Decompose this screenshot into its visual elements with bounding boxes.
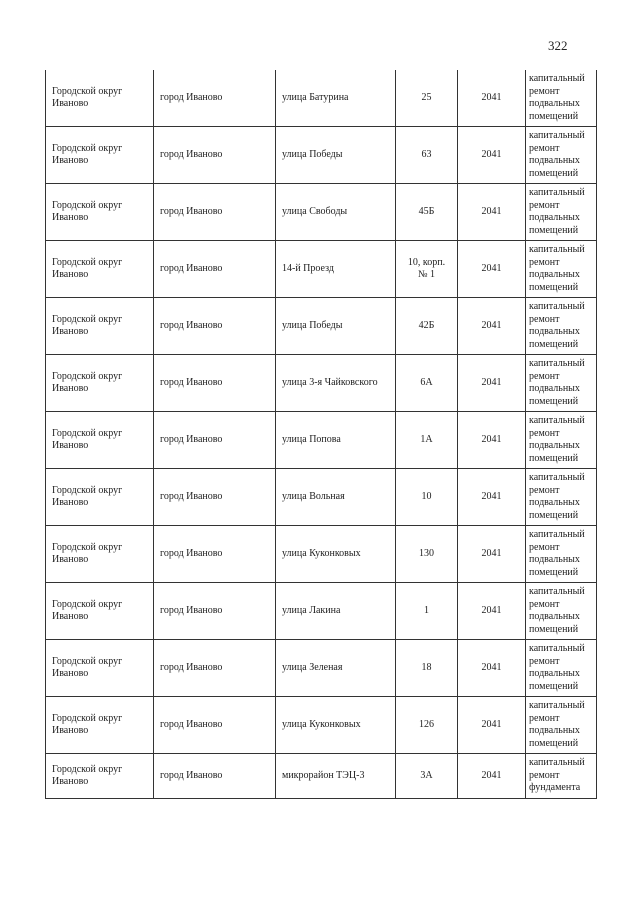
year-cell: 2041 bbox=[457, 525, 526, 583]
street-cell: 14-й Проезд bbox=[275, 240, 396, 298]
year-cell: 2041 bbox=[457, 582, 526, 640]
table-row: Городской округ Иваново город Иваново улиц… bbox=[45, 582, 597, 640]
city-cell: город Иваново bbox=[153, 240, 276, 298]
house-cell: 1 bbox=[395, 582, 458, 640]
city-cell: город Иваново bbox=[153, 183, 276, 241]
street-cell: улица Куконковых bbox=[275, 525, 396, 583]
house-cell: 42Б bbox=[395, 297, 458, 355]
house-cell: 130 bbox=[395, 525, 458, 583]
city-cell: город Иваново bbox=[153, 582, 276, 640]
work-cell: капитальный ремонт подвальных помещений bbox=[525, 468, 597, 526]
city-cell: город Иваново bbox=[153, 411, 276, 469]
work-cell: капитальный ремонт подвальных помещений bbox=[525, 183, 597, 241]
table-row: Городской округ Иваново город Иваново улиц… bbox=[45, 411, 597, 469]
street-cell: улица Победы bbox=[275, 126, 396, 184]
year-cell: 2041 bbox=[457, 354, 526, 412]
table-row: Городской округ Иваново город Иваново улиц… bbox=[45, 696, 597, 754]
year-cell: 2041 bbox=[457, 696, 526, 754]
street-cell: улица 3-я Чайковского bbox=[275, 354, 396, 412]
house-cell: 63 bbox=[395, 126, 458, 184]
work-cell: капитальный ремонт подвальных помещений bbox=[525, 411, 597, 469]
table-row: Городской округ Иваново город Иваново улиц… bbox=[45, 297, 597, 355]
street-cell: улица Лакина bbox=[275, 582, 396, 640]
district-cell: Городской округ Иваново bbox=[45, 468, 154, 526]
work-cell: капитальный ремонт подвальных помещений bbox=[525, 126, 597, 184]
table-row: Городской округ Иваново город Иваново микр… bbox=[45, 753, 597, 799]
district-cell: Городской округ Иваново bbox=[45, 639, 154, 697]
street-cell: улица Зеленая bbox=[275, 639, 396, 697]
work-cell: капитальный ремонт подвальных помещений bbox=[525, 582, 597, 640]
district-cell: Городской округ Иваново bbox=[45, 297, 154, 355]
work-cell: капитальный ремонт подвальных помещений bbox=[525, 70, 597, 127]
work-cell: капитальный ремонт подвальных помещений bbox=[525, 696, 597, 754]
work-cell: капитальный ремонт подвальных помещений bbox=[525, 297, 597, 355]
year-cell: 2041 bbox=[457, 639, 526, 697]
house-cell: 126 bbox=[395, 696, 458, 754]
table-row: Городской округ Иваново город Иваново улиц… bbox=[45, 525, 597, 583]
street-cell: улица Свободы bbox=[275, 183, 396, 241]
table-row: Городской округ Иваново город Иваново улиц… bbox=[45, 468, 597, 526]
table-row: Городской округ Иваново город Иваново улиц… bbox=[45, 354, 597, 412]
district-cell: Городской округ Иваново bbox=[45, 411, 154, 469]
district-cell: Городской округ Иваново bbox=[45, 183, 154, 241]
table-row: Городской округ Иваново город Иваново улиц… bbox=[45, 639, 597, 697]
year-cell: 2041 bbox=[457, 126, 526, 184]
year-cell: 2041 bbox=[457, 70, 526, 127]
house-cell: 1А bbox=[395, 411, 458, 469]
street-cell: микрорайон ТЭЦ-3 bbox=[275, 753, 396, 799]
district-cell: Городской округ Иваново bbox=[45, 70, 154, 127]
city-cell: город Иваново bbox=[153, 468, 276, 526]
year-cell: 2041 bbox=[457, 753, 526, 799]
street-cell: улица Батурина bbox=[275, 70, 396, 127]
page-number: 322 bbox=[548, 38, 568, 53]
house-cell: 6А bbox=[395, 354, 458, 412]
table-row: Городской округ Иваново город Иваново улиц… bbox=[45, 126, 597, 184]
city-cell: город Иваново bbox=[153, 639, 276, 697]
work-cell: капитальный ремонт подвальных помещений bbox=[525, 639, 597, 697]
work-cell: капитальный ремонт подвальных помещений bbox=[525, 354, 597, 412]
district-cell: Городской округ Иваново bbox=[45, 354, 154, 412]
city-cell: город Иваново bbox=[153, 354, 276, 412]
district-cell: Городской округ Иваново bbox=[45, 753, 154, 799]
table-row: Городской округ Иваново город Иваново улиц… bbox=[45, 183, 597, 241]
district-cell: Городской округ Иваново bbox=[45, 240, 154, 298]
district-cell: Городской округ Иваново bbox=[45, 696, 154, 754]
city-cell: город Иваново bbox=[153, 297, 276, 355]
house-cell: 10 bbox=[395, 468, 458, 526]
year-cell: 2041 bbox=[457, 183, 526, 241]
repair-table: Городской округ Иваново город Иваново улиц… bbox=[45, 70, 597, 799]
house-cell: 45Б bbox=[395, 183, 458, 241]
city-cell: город Иваново bbox=[153, 696, 276, 754]
year-cell: 2041 bbox=[457, 468, 526, 526]
year-cell: 2041 bbox=[457, 297, 526, 355]
house-cell: 3А bbox=[395, 753, 458, 799]
district-cell: Городской округ Иваново bbox=[45, 582, 154, 640]
city-cell: город Иваново bbox=[153, 753, 276, 799]
house-cell: 18 bbox=[395, 639, 458, 697]
district-cell: Городской округ Иваново bbox=[45, 525, 154, 583]
year-cell: 2041 bbox=[457, 411, 526, 469]
city-cell: город Иваново bbox=[153, 126, 276, 184]
work-cell: капитальный ремонт фундамента bbox=[525, 753, 597, 799]
table-row: Городской округ Иваново город Иваново 14-й… bbox=[45, 240, 597, 298]
city-cell: город Иваново bbox=[153, 70, 276, 127]
street-cell: улица Вольная bbox=[275, 468, 396, 526]
street-cell: улица Победы bbox=[275, 297, 396, 355]
district-cell: Городской округ Иваново bbox=[45, 126, 154, 184]
work-cell: капитальный ремонт подвальных помещений bbox=[525, 240, 597, 298]
year-cell: 2041 bbox=[457, 240, 526, 298]
work-cell: капитальный ремонт подвальных помещений bbox=[525, 525, 597, 583]
table-row: Городской округ Иваново город Иваново улиц… bbox=[45, 70, 597, 127]
street-cell: улица Куконковых bbox=[275, 696, 396, 754]
house-cell: 10, корп. № 1 bbox=[395, 240, 458, 298]
house-cell: 25 bbox=[395, 70, 458, 127]
city-cell: город Иваново bbox=[153, 525, 276, 583]
street-cell: улица Попова bbox=[275, 411, 396, 469]
